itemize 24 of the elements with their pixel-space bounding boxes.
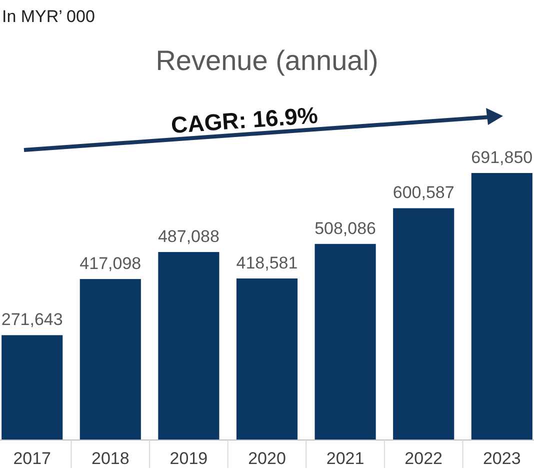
x-tick-label: 2017 (13, 449, 52, 468)
data-label: 691,850 (471, 148, 533, 167)
data-label: 418,581 (236, 253, 298, 272)
x-tick-label: 2020 (248, 449, 286, 468)
data-label: 271,643 (1, 310, 63, 330)
x-tick-label: 2023 (482, 449, 521, 468)
data-label: 487,088 (158, 227, 220, 246)
x-tick-label: 2021 (326, 449, 364, 468)
bar (158, 252, 220, 440)
text: In MYR’ 000 (2, 7, 95, 26)
bar (314, 244, 376, 440)
bar (80, 279, 141, 440)
x-tick-label: 2022 (404, 449, 443, 468)
text: CAGR: 16.9% (170, 102, 319, 138)
bar (2, 335, 63, 440)
x-tick-label: 2019 (170, 449, 208, 468)
bar (236, 278, 298, 440)
data-label: 508,086 (314, 218, 376, 238)
bar (393, 208, 454, 440)
chart-title: Revenue (annual) (156, 45, 378, 76)
data-label: 417,098 (80, 254, 142, 274)
bar (471, 173, 532, 440)
x-tick-label: 2018 (91, 449, 130, 468)
data-label: 600,587 (392, 183, 454, 202)
